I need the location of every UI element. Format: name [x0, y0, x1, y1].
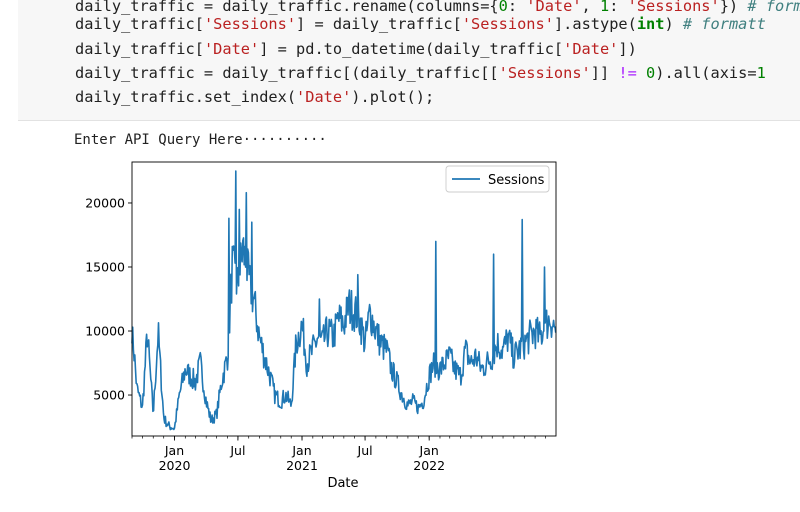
code-line: daily_traffic = daily_traffic[(daily_tra… [75, 61, 766, 85]
y-tick-label: 5000 [93, 388, 125, 403]
code-token: ]) [618, 40, 637, 58]
code-token: , [581, 0, 600, 15]
series-line-sessions [131, 170, 557, 431]
code-token: 0 [498, 0, 508, 15]
legend-label-sessions: Sessions [488, 173, 545, 188]
code-token: daily_traffic[ [75, 40, 204, 58]
code-token: }) [719, 0, 748, 15]
code-token: daily_traffic = daily_traffic.rename(col… [75, 0, 499, 15]
output-text: Enter API Query Here·········· [74, 132, 327, 148]
x-tick-year-label: 2022 [413, 458, 445, 473]
code-token: daily_traffic = daily_traffic[(daily_tra… [75, 64, 499, 82]
x-tick-label: Jan [291, 443, 311, 458]
code-token: 'Date' [563, 40, 619, 58]
x-tick-year-label: 2020 [159, 458, 191, 473]
y-tick-label: 15000 [85, 259, 125, 274]
plot-output: 5000 10000 15000 20000 Jan 2020 Jul Jan 2021 Jul J… [0, 150, 800, 508]
legend: Sessions [445, 165, 550, 193]
code-token: 'Sessions' [203, 15, 297, 33]
code-token: daily_traffic.set_index( [75, 88, 297, 106]
y-tick-label: 10000 [85, 324, 125, 339]
code-token: # format [747, 0, 800, 15]
code-cell[interactable]: daily_traffic = daily_traffic.rename(col… [18, 0, 800, 121]
code-token [637, 64, 646, 82]
code-token: 'Date' [203, 40, 260, 58]
x-tick-year-label: 2021 [286, 458, 318, 473]
code-token: ]] [590, 64, 619, 82]
code-token: 1 [599, 0, 610, 15]
code-line: daily_traffic.set_index('Date').plot(); [75, 85, 434, 109]
code-token: ) [664, 15, 683, 33]
code-token: 'Sessions' [461, 15, 554, 33]
code-token: ] = pd.to_datetime(daily_traffic[ [259, 40, 564, 58]
plot-frame [131, 161, 557, 437]
code-token: int [636, 15, 665, 33]
code-token: 'Sessions' [627, 0, 720, 15]
code-line: daily_traffic['Sessions'] = daily_traffi… [75, 12, 766, 36]
code-token: ).all(axis= [655, 64, 757, 82]
code-token: ] = daily_traffic[ [296, 15, 462, 33]
x-tick-label: Jul [229, 443, 245, 458]
code-token: : [609, 0, 628, 15]
x-axis-label: Date [327, 476, 358, 491]
code-token: 'Date' [526, 0, 582, 15]
code-token: ].astype( [553, 15, 637, 33]
code-line: daily_traffic['Date'] = pd.to_datetime(d… [75, 37, 637, 61]
legend-box [445, 165, 550, 193]
code-token: : [507, 0, 527, 15]
x-tick-label: Jan [164, 443, 184, 458]
code-token: 1 [756, 64, 766, 82]
series-layer [131, 170, 557, 431]
plot-area [132, 162, 556, 436]
y-tick-label: 20000 [85, 195, 125, 210]
code-token: != [618, 64, 637, 82]
code-line: daily_traffic = daily_traffic.rename(col… [75, 0, 800, 18]
code-token: 0 [646, 64, 656, 82]
code-token: ).plot(); [351, 88, 435, 106]
code-token: 'Sessions' [498, 64, 591, 82]
code-token: # formatt [682, 15, 766, 33]
code-token: daily_traffic[ [75, 15, 204, 33]
code-token: 'Date' [296, 88, 352, 106]
x-tick-label: Jul [357, 443, 373, 458]
x-tick-label: Jan [419, 443, 439, 458]
